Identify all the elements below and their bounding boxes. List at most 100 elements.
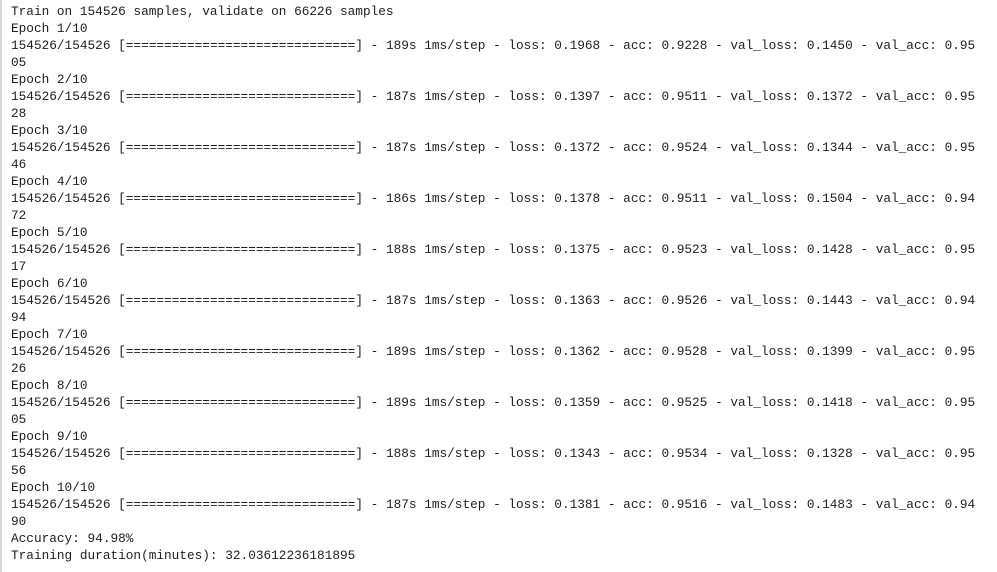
epoch-block: Epoch 2/10 154526/154526 [===============… — [11, 71, 983, 122]
progress-bar: ============================== — [125, 191, 356, 206]
val-loss-value: 0.1328 — [806, 446, 853, 461]
sep: - val_acc: — [852, 242, 945, 257]
sep: - acc: — [600, 344, 662, 359]
sep: ] - — [355, 191, 386, 206]
epoch-block: Epoch 4/10 154526/154526 [===============… — [11, 173, 983, 224]
acc-value: 0.9511 — [661, 191, 708, 206]
step-time: 1ms/step — [424, 446, 486, 461]
step-time: 1ms/step — [424, 344, 486, 359]
epoch-progress-line: 154526/154526 [=========================… — [11, 88, 983, 122]
sample-progress: 154526/154526 — [11, 38, 111, 53]
sep: - val_acc: — [852, 293, 945, 308]
val-acc-value: 0.9517 — [11, 242, 976, 274]
sep: [ — [110, 242, 126, 257]
epoch-time: 186s — [385, 191, 417, 206]
sep: [ — [110, 89, 126, 104]
sep: - loss: — [485, 140, 555, 155]
acc-value: 0.9516 — [661, 497, 708, 512]
epoch-time: 189s — [385, 395, 417, 410]
epoch-time: 187s — [385, 140, 417, 155]
epoch-progress-line: 154526/154526 [=========================… — [11, 394, 983, 428]
epoch-block: Epoch 5/10 154526/154526 [===============… — [11, 224, 983, 275]
val-loss-value: 0.1450 — [806, 38, 853, 53]
epoch-progress-line: 154526/154526 [=========================… — [11, 241, 983, 275]
progress-bar: ============================== — [125, 140, 356, 155]
sep: [ — [110, 446, 126, 461]
val-acc-value: 0.9472 — [11, 191, 976, 223]
loss-value: 0.1359 — [554, 395, 601, 410]
sep: - val_acc: — [852, 446, 945, 461]
epoch-block: Epoch 10/10 154526/154526 [==============… — [11, 479, 983, 530]
sample-progress: 154526/154526 — [11, 497, 111, 512]
sample-progress: 154526/154526 — [11, 344, 111, 359]
sep: - loss: — [485, 344, 555, 359]
acc-value: 0.9526 — [661, 293, 708, 308]
sep: ] - — [355, 38, 386, 53]
sample-progress: 154526/154526 — [11, 89, 111, 104]
epoch-label: Epoch 4/10 — [11, 174, 88, 189]
sep: - loss: — [485, 191, 555, 206]
epoch-progress-line: 154526/154526 [=========================… — [11, 139, 983, 173]
loss-value: 0.1381 — [554, 497, 601, 512]
epoch-label: Epoch 8/10 — [11, 378, 88, 393]
epoch-block: Epoch 1/10 154526/154526 [===============… — [11, 20, 983, 71]
loss-value: 0.1375 — [554, 242, 601, 257]
sep: - loss: — [485, 38, 555, 53]
sep: ] - — [355, 395, 386, 410]
epoch-label: Epoch 6/10 — [11, 276, 88, 291]
sep: ] - — [355, 497, 386, 512]
epoch-block: Epoch 7/10 154526/154526 [===============… — [11, 326, 983, 377]
val-acc-value: 0.9505 — [11, 395, 976, 427]
progress-bar: ============================== — [125, 344, 356, 359]
acc-value: 0.9528 — [661, 344, 708, 359]
sep: - acc: — [600, 89, 662, 104]
console-output: Train on 154526 samples, validate on 662… — [11, 3, 983, 564]
epoch-block: Epoch 9/10 154526/154526 [===============… — [11, 428, 983, 479]
val-loss-value: 0.1418 — [806, 395, 853, 410]
sep: - val_loss: — [707, 140, 807, 155]
progress-bar: ============================== — [125, 89, 356, 104]
step-time: 1ms/step — [424, 140, 486, 155]
loss-value: 0.1378 — [554, 191, 601, 206]
sep: [ — [110, 38, 126, 53]
sep: - loss: — [485, 242, 555, 257]
sep: ] - — [355, 242, 386, 257]
epoch-label: Epoch 10/10 — [11, 480, 96, 495]
sep: - acc: — [600, 38, 662, 53]
sep: - val_acc: — [852, 38, 945, 53]
val-acc-value: 0.9490 — [11, 497, 976, 529]
acc-value: 0.9511 — [661, 89, 708, 104]
sep: [ — [110, 497, 126, 512]
sep: [ — [110, 395, 126, 410]
epoch-label: Epoch 1/10 — [11, 21, 88, 36]
epoch-block: Epoch 8/10 154526/154526 [===============… — [11, 377, 983, 428]
sep: ] - — [355, 140, 386, 155]
epoch-time: 187s — [385, 89, 417, 104]
sep: [ — [110, 344, 126, 359]
progress-bar: ============================== — [125, 395, 356, 410]
sep: - acc: — [600, 140, 662, 155]
val-loss-value: 0.1399 — [806, 344, 853, 359]
sep: [ — [110, 191, 126, 206]
val-loss-value: 0.1344 — [806, 140, 853, 155]
epoch-progress-line: 154526/154526 [=========================… — [11, 496, 983, 530]
sample-progress: 154526/154526 — [11, 191, 111, 206]
sep: - val_acc: — [852, 395, 945, 410]
epoch-time: 188s — [385, 446, 417, 461]
val-acc-value: 0.9556 — [11, 446, 976, 478]
loss-value: 0.1363 — [554, 293, 601, 308]
sep: - val_loss: — [707, 395, 807, 410]
val-loss-value: 0.1428 — [806, 242, 853, 257]
epoch-time: 187s — [385, 293, 417, 308]
step-time: 1ms/step — [424, 191, 486, 206]
acc-value: 0.9523 — [661, 242, 708, 257]
progress-bar: ============================== — [125, 446, 356, 461]
epoch-label: Epoch 7/10 — [11, 327, 88, 342]
sep: - val_loss: — [707, 191, 807, 206]
epoch-progress-line: 154526/154526 [=========================… — [11, 190, 983, 224]
sep: - acc: — [600, 446, 662, 461]
val-acc-value: 0.9494 — [11, 293, 976, 325]
val-loss-value: 0.1372 — [806, 89, 853, 104]
val-acc-value: 0.9526 — [11, 344, 976, 376]
sep: - loss: — [485, 497, 555, 512]
